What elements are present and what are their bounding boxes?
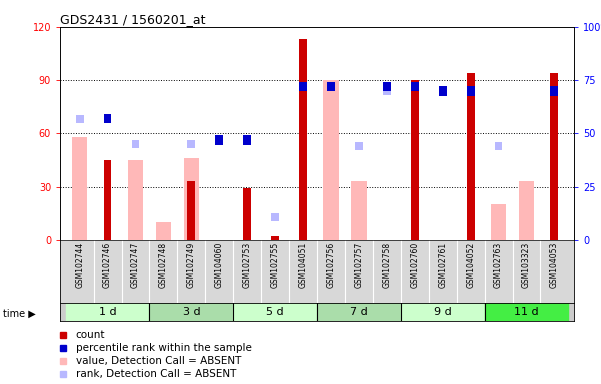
Text: GSM104052: GSM104052 xyxy=(466,242,475,288)
Text: GSM102756: GSM102756 xyxy=(326,242,335,288)
Bar xyxy=(495,142,502,150)
Bar xyxy=(327,82,335,91)
Text: count: count xyxy=(76,330,105,340)
Bar xyxy=(103,114,112,123)
Text: value, Detection Call = ABSENT: value, Detection Call = ABSENT xyxy=(76,356,241,366)
Text: GSM102757: GSM102757 xyxy=(355,242,364,288)
Bar xyxy=(156,222,171,240)
Text: GSM102753: GSM102753 xyxy=(243,242,252,288)
Bar xyxy=(411,80,419,240)
Text: GSM104060: GSM104060 xyxy=(215,242,224,288)
Bar xyxy=(484,303,569,321)
Text: GSM102747: GSM102747 xyxy=(131,242,140,288)
Text: GSM102744: GSM102744 xyxy=(75,242,84,288)
Bar xyxy=(401,303,484,321)
Text: 11 d: 11 d xyxy=(514,307,538,317)
Text: rank, Detection Call = ABSENT: rank, Detection Call = ABSENT xyxy=(76,369,236,379)
Text: GDS2431 / 1560201_at: GDS2431 / 1560201_at xyxy=(60,13,206,26)
Bar xyxy=(383,82,391,91)
Text: 9 d: 9 d xyxy=(434,307,451,317)
Text: GSM102763: GSM102763 xyxy=(494,242,503,288)
Text: GSM102760: GSM102760 xyxy=(410,242,419,288)
Bar xyxy=(299,82,307,91)
Bar xyxy=(188,181,195,240)
Bar xyxy=(66,303,150,321)
Text: 5 d: 5 d xyxy=(266,307,284,317)
Text: GSM104051: GSM104051 xyxy=(299,242,308,288)
Bar xyxy=(467,86,475,96)
Bar xyxy=(72,137,87,240)
Bar xyxy=(150,303,233,321)
Text: percentile rank within the sample: percentile rank within the sample xyxy=(76,343,251,353)
Text: 1 d: 1 d xyxy=(99,307,117,317)
Bar xyxy=(233,303,317,321)
Bar xyxy=(243,189,251,240)
Bar xyxy=(323,80,339,240)
Text: GSM102748: GSM102748 xyxy=(159,242,168,288)
Bar xyxy=(215,135,223,145)
Bar xyxy=(519,181,534,240)
Text: GSM104053: GSM104053 xyxy=(550,242,559,288)
Bar xyxy=(551,86,558,96)
Bar xyxy=(128,160,143,240)
Bar xyxy=(184,158,199,240)
Text: GSM103323: GSM103323 xyxy=(522,242,531,288)
Bar xyxy=(317,303,401,321)
Bar xyxy=(132,140,139,148)
Bar xyxy=(271,213,279,220)
Bar xyxy=(271,237,279,240)
Text: 7 d: 7 d xyxy=(350,307,368,317)
Bar xyxy=(551,73,558,240)
Bar xyxy=(411,82,419,91)
Bar xyxy=(76,114,84,122)
Text: GSM102761: GSM102761 xyxy=(438,242,447,288)
Text: GSM102758: GSM102758 xyxy=(382,242,391,288)
Bar xyxy=(491,204,506,240)
Bar xyxy=(188,140,195,148)
Text: GSM102746: GSM102746 xyxy=(103,242,112,288)
Bar xyxy=(383,87,391,95)
Bar xyxy=(299,39,307,240)
Text: GSM102749: GSM102749 xyxy=(187,242,196,288)
Text: GSM102755: GSM102755 xyxy=(270,242,279,288)
Bar xyxy=(439,86,447,96)
Bar xyxy=(351,181,367,240)
Bar xyxy=(467,73,475,240)
Text: 3 d: 3 d xyxy=(183,307,200,317)
Bar xyxy=(355,142,363,150)
Text: time ▶: time ▶ xyxy=(3,309,35,319)
Bar xyxy=(103,160,112,240)
Bar xyxy=(243,135,251,145)
